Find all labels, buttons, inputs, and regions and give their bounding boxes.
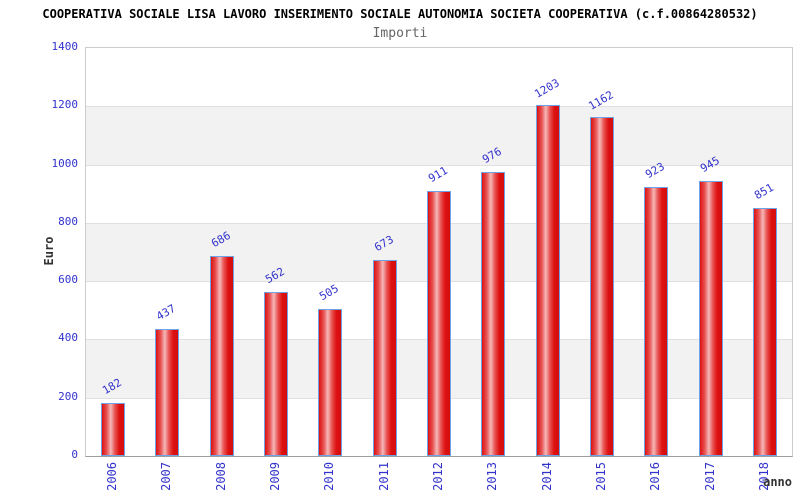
gridline — [86, 106, 792, 108]
y-tick-label: 1200 — [51, 98, 79, 112]
x-tick-label-2016: 2016 — [648, 462, 663, 491]
y-tick-label: 0 — [71, 448, 78, 461]
x-tick-label-2006: 2006 — [105, 462, 120, 491]
gridline — [86, 164, 792, 166]
x-tick-label-2013: 2013 — [485, 462, 500, 491]
bar-2017 — [698, 180, 723, 456]
chart-subtitle: Importi — [372, 26, 428, 41]
plot-area — [85, 47, 793, 457]
bar-2015 — [589, 117, 614, 456]
x-tick-label-2011: 2011 — [376, 462, 391, 491]
plot-band — [86, 106, 792, 165]
x-tick-label-2015: 2015 — [593, 462, 608, 491]
plot-band — [86, 48, 792, 107]
y-axis-label: Euro — [42, 236, 56, 266]
chart-title: COOPERATIVA SOCIALE LISA LAVORO INSERIME… — [42, 7, 758, 21]
y-tick-label: 1400 — [51, 40, 79, 53]
bar-2008 — [209, 256, 234, 456]
y-tick-label: 200 — [58, 389, 78, 403]
bar-2010 — [318, 308, 343, 456]
x-tick-label-2009: 2009 — [268, 462, 283, 491]
y-tick-label: 400 — [58, 331, 78, 345]
y-tick-label: 1000 — [51, 156, 79, 170]
x-axis-label: anno — [763, 475, 792, 489]
x-tick-label-2014: 2014 — [539, 462, 554, 491]
x-tick-label-2010: 2010 — [322, 462, 337, 491]
x-tick-label-2012: 2012 — [431, 462, 445, 491]
bar-2014 — [535, 105, 560, 456]
x-tick-label-2008: 2008 — [213, 462, 228, 491]
x-tick-label-2017: 2017 — [702, 462, 717, 491]
bar-2007 — [155, 328, 180, 456]
bar-2013 — [481, 171, 506, 456]
bar-2006 — [101, 402, 126, 456]
x-tick-label-2007: 2007 — [159, 462, 174, 491]
y-tick-label: 600 — [58, 273, 78, 287]
bar-2009 — [264, 292, 289, 456]
bar-2016 — [644, 187, 669, 456]
y-tick-label: 800 — [58, 214, 78, 228]
bar-2011 — [372, 259, 397, 456]
bar-2012 — [427, 190, 451, 456]
bar-2018 — [752, 208, 777, 456]
